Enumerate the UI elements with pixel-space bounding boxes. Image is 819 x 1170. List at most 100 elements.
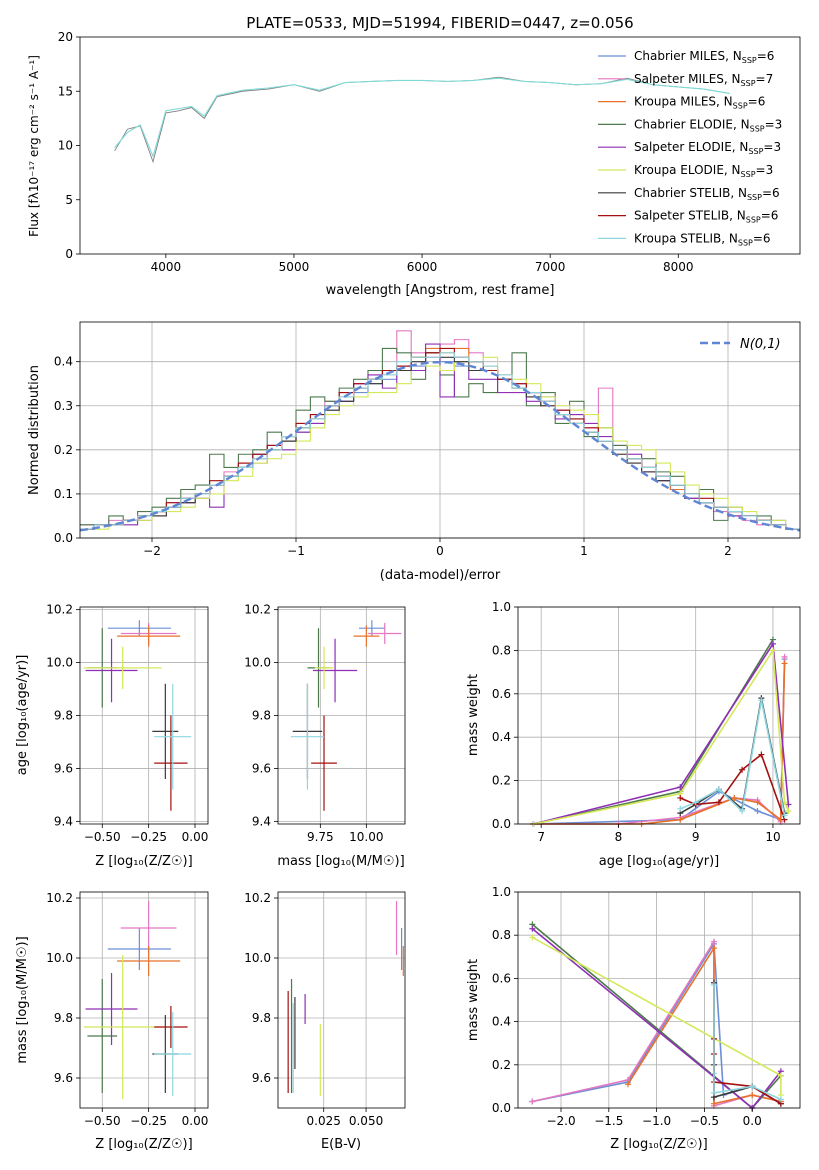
weight-point <box>710 1100 717 1107</box>
weight-point <box>692 799 699 806</box>
y-tick-label: 9.4 <box>54 814 73 828</box>
weight-point <box>710 981 717 988</box>
gaussian-curve <box>79 360 801 532</box>
y-tick-label: 0.4 <box>54 355 73 369</box>
mass-vs-z-ylabel: mass [log₁₀(M/M☉)] <box>15 936 30 1063</box>
weight-point <box>710 1070 717 1077</box>
mass-vs-ebv-panel: 0.025 0.050 9.6 9.8 10.0 10.2 E(B-V) <box>244 891 406 1152</box>
weight-point <box>624 1081 631 1088</box>
x-tick-label: 0.0 <box>743 1114 762 1128</box>
x-tick-label: 10.00 <box>349 830 383 844</box>
weight-vs-z-ylabel: mass weight <box>466 959 481 1041</box>
weight-point <box>677 784 684 791</box>
y-tick-label: 9.8 <box>252 1011 271 1025</box>
y-tick-label: 0 <box>65 247 73 261</box>
mass-vs-ebv-points <box>287 901 404 1096</box>
weight-point <box>749 1092 756 1099</box>
spectrum-series <box>114 76 730 164</box>
weight-point <box>758 751 765 758</box>
residual-ylabel: Normed distribution <box>27 365 42 495</box>
x-tick-label: 8 <box>615 830 623 844</box>
weight-point <box>777 1096 784 1103</box>
y-tick-label: 0.8 <box>492 643 511 657</box>
mass-vs-ebv-xlabel: E(B-V) <box>321 1137 361 1152</box>
y-tick-label: 15 <box>58 84 73 98</box>
weight-line <box>679 700 786 816</box>
weight-vs-z-xlabel: Z [log₁₀(Z/Z☉)] <box>610 1137 707 1152</box>
weight-point <box>677 794 684 801</box>
age-vs-mass-points <box>290 620 402 811</box>
age-vs-z-points <box>83 620 192 811</box>
x-tick-label: −0.50 <box>84 830 121 844</box>
y-tick-label: 9.4 <box>252 814 271 828</box>
y-tick-label: 5 <box>65 193 73 207</box>
weight-point <box>769 647 776 654</box>
x-tick-label: −0.25 <box>130 830 167 844</box>
spectrum-ylabel: Flux [fλ10⁻¹⁷ erg cm⁻² s⁻¹ A⁻¹] <box>27 55 41 237</box>
legend-label: Chabrier ELODIE, NSSP=3 <box>634 117 782 133</box>
y-tick-label: 10.2 <box>244 891 271 905</box>
x-tick-label: 0.00 <box>182 830 209 844</box>
residual-panel: −2 −1 0 1 2 0.0 0.1 0.2 0.3 0.4 (data-model)/erro… <box>27 321 801 583</box>
x-tick-label: 6000 <box>407 260 438 274</box>
age-vs-mass-xlabel: mass [log₁₀(M/M☉)] <box>277 854 404 869</box>
x-tick-label: 2 <box>724 544 732 558</box>
mass-vs-z-points <box>83 901 192 1099</box>
y-tick-label: 9.8 <box>54 1011 73 1025</box>
x-tick-label: 7000 <box>535 260 566 274</box>
y-tick-label: 0.2 <box>492 774 511 788</box>
weight-point <box>785 807 792 814</box>
y-tick-label: 10.0 <box>244 656 271 670</box>
y-tick-label: 10.2 <box>46 603 73 617</box>
y-tick-label: 10.2 <box>244 603 271 617</box>
y-tick-label: 10.0 <box>46 951 73 965</box>
y-tick-label: 10.2 <box>46 891 73 905</box>
y-tick-label: 1.0 <box>492 885 511 899</box>
weight-point <box>710 945 717 952</box>
weight-point <box>781 660 788 667</box>
weight-point <box>758 697 765 704</box>
weight-point <box>785 801 792 808</box>
y-tick-label: 9.6 <box>252 1071 271 1085</box>
weight-vs-age-ylabel: mass weight <box>466 674 481 756</box>
y-tick-label: 0.6 <box>492 687 511 701</box>
y-tick-label: 0.4 <box>492 730 511 744</box>
y-tick-label: 0.0 <box>54 531 73 545</box>
weight-point <box>710 1089 717 1096</box>
weight-point <box>781 653 788 660</box>
y-tick-label: 0.1 <box>54 487 73 501</box>
legend-label: N(0,1) <box>740 337 781 352</box>
weight-point <box>739 766 746 773</box>
x-tick-label: 5000 <box>279 260 310 274</box>
legend-label: Kroupa MILES, NSSP=6 <box>634 95 765 111</box>
weight-point <box>777 1072 784 1079</box>
spectrum-title: PLATE=0533, MJD=51994, FIBERID=0447, z=0… <box>246 14 633 32</box>
age-vs-z-xlabel: Z [log₁₀(Z/Z☉)] <box>95 854 192 869</box>
spectrum-legend: Chabrier MILES, NSSP=6 Salpeter MILES, NS… <box>598 49 782 247</box>
y-tick-label: 0.0 <box>492 817 511 831</box>
weight-point <box>529 1098 536 1105</box>
y-tick-label: 9.6 <box>54 761 73 775</box>
weight-vs-age-panel: 7 8 9 10 0.0 0.2 0.4 0.6 0.8 1.0 age [log₁₀(age/y… <box>466 600 801 869</box>
residual-histograms <box>79 330 801 532</box>
x-tick-label: −0.5 <box>690 1114 719 1128</box>
x-tick-label: −1.5 <box>594 1114 623 1128</box>
y-tick-label: 20 <box>58 30 73 44</box>
weight-point <box>529 925 536 932</box>
y-tick-label: 0.2 <box>492 1058 511 1072</box>
legend-label: Kroupa ELODIE, NSSP=3 <box>634 163 773 179</box>
x-tick-label: 1 <box>580 544 588 558</box>
x-tick-label: 9 <box>692 830 700 844</box>
x-tick-label: 0.025 <box>307 1114 341 1128</box>
weight-point <box>781 812 788 819</box>
x-tick-label: 9.75 <box>307 830 334 844</box>
weight-vs-age-xlabel: age [log₁₀(age/yr)] <box>599 854 720 869</box>
weight-point <box>529 934 536 941</box>
y-tick-label: 1.0 <box>492 600 511 614</box>
y-tick-label: 10.0 <box>46 656 73 670</box>
y-tick-label: 0.8 <box>492 928 511 942</box>
x-tick-label: −0.50 <box>84 1114 121 1128</box>
x-tick-label: −2 <box>143 544 161 558</box>
y-tick-label: 9.8 <box>54 709 73 723</box>
